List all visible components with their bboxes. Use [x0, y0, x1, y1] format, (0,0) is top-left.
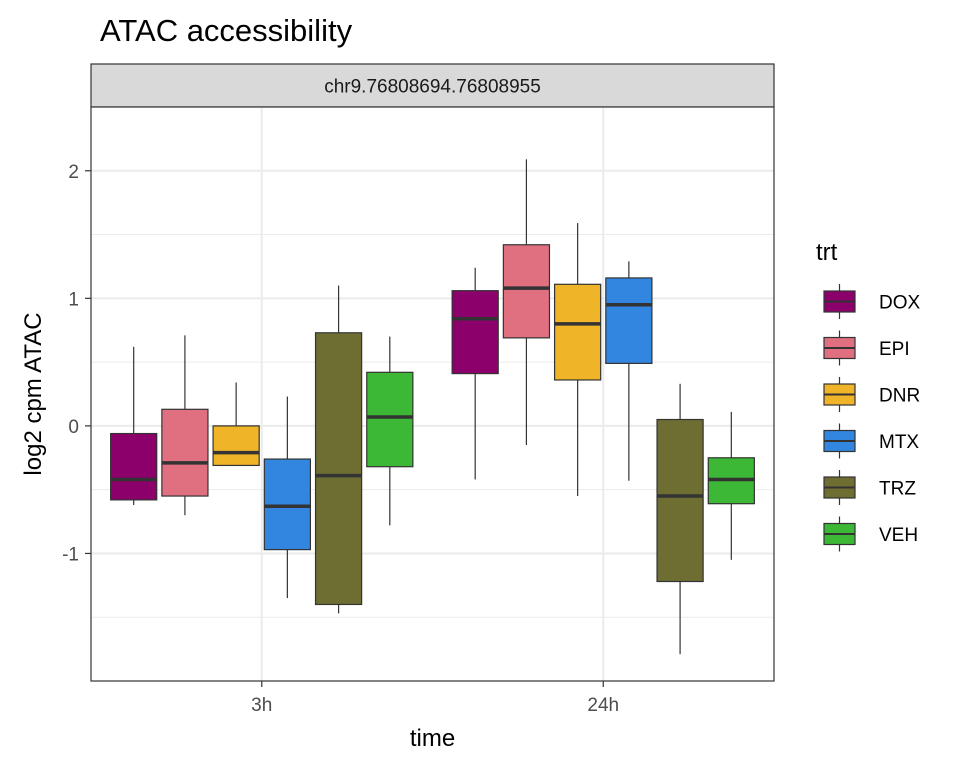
legend-entry-epi: EPI — [822, 330, 910, 366]
chart-title: ATAC accessibility — [100, 13, 353, 48]
x-axis: 3h 24h — [251, 681, 619, 716]
facet-label: chr9.76808694.76808955 — [324, 77, 541, 98]
box-epi-3h — [161, 335, 209, 516]
y-axis: -1 0 1 2 — [62, 162, 91, 565]
plot-panel — [91, 107, 774, 681]
y-tick-label: 2 — [68, 162, 79, 183]
y-tick-label: 1 — [68, 289, 79, 310]
box-veh-24h — [707, 411, 755, 560]
box-body — [314, 332, 363, 606]
box-mtx-24h — [605, 261, 653, 481]
box-body — [366, 371, 414, 468]
y-tick-label: -1 — [62, 544, 79, 565]
box-body — [502, 244, 551, 339]
legend-entry-mtx: MTX — [822, 423, 919, 459]
legend-label: DNR — [879, 386, 920, 407]
legend-entry-trz: TRZ — [822, 470, 916, 505]
box-dnr-3h — [212, 382, 260, 467]
x-tick-label: 24h — [587, 695, 619, 716]
legend-title: trt — [816, 239, 838, 266]
box-series — [110, 159, 755, 655]
y-tick-label: 0 — [68, 417, 79, 438]
legend-label: EPI — [879, 339, 910, 360]
box-mtx-3h — [263, 396, 312, 599]
box-dnr-24h — [553, 223, 602, 497]
x-tick-label: 3h — [251, 695, 272, 716]
legend-entry-veh: VEH — [822, 516, 918, 552]
box-trz-3h — [314, 285, 363, 614]
box-veh-3h — [366, 336, 414, 526]
legend-label: VEH — [879, 525, 918, 546]
box-dox-3h — [110, 346, 158, 505]
box-trz-24h — [656, 383, 704, 655]
box-dox-24h — [451, 267, 499, 480]
box-body — [110, 432, 158, 501]
box-body — [263, 458, 312, 551]
legend-entry-dox: DOX — [822, 284, 921, 319]
legend-label: MTX — [879, 432, 919, 453]
legend-label: TRZ — [879, 479, 916, 500]
plot-panel-border — [90, 106, 775, 682]
x-axis-title: time — [410, 725, 455, 752]
box-epi-24h — [502, 159, 551, 446]
facet-strip — [90, 63, 775, 108]
box-body — [605, 277, 653, 364]
box-body — [451, 290, 499, 375]
legend-label: DOX — [879, 293, 921, 314]
box-body — [212, 425, 260, 467]
legend-entry-dnr: DNR — [822, 377, 920, 412]
box-body — [161, 408, 209, 497]
box-body — [656, 418, 704, 583]
box-body — [553, 283, 602, 381]
y-axis-title: log2 cpm ATAC — [20, 312, 47, 475]
legend: trt DOX EPI DNR MTX TRZ VEH — [816, 239, 921, 552]
